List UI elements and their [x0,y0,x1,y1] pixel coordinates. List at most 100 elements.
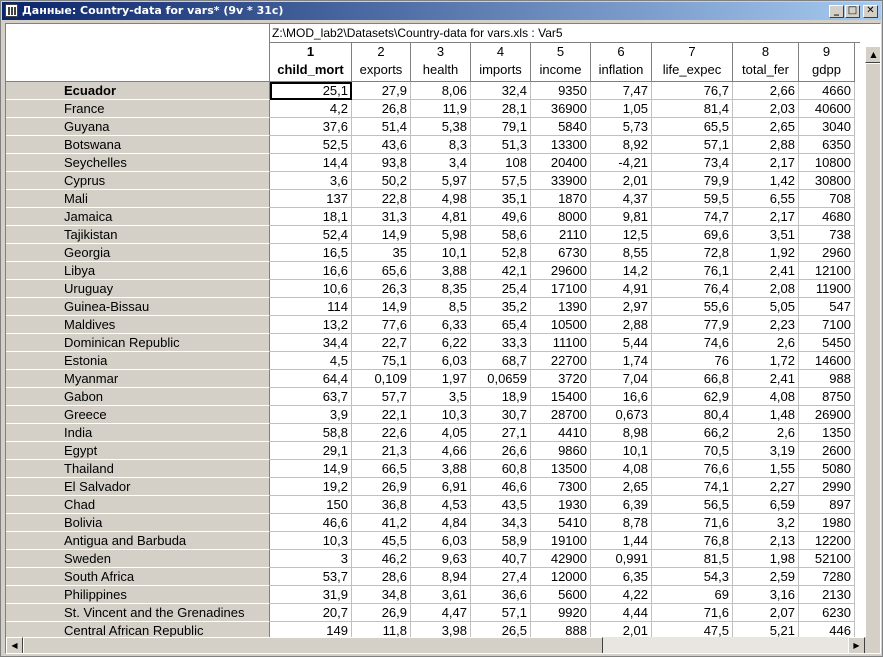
data-cell[interactable]: 2,17 [733,208,799,226]
data-cell[interactable]: 22,7 [352,334,411,352]
data-cell[interactable]: 73,4 [652,154,733,172]
data-cell[interactable]: 7300 [531,478,591,496]
row-header[interactable]: Guinea-Bissau [6,298,270,316]
data-cell[interactable]: 2960 [799,244,855,262]
data-cell[interactable]: 988 [799,370,855,388]
data-cell[interactable]: 4,37 [591,190,652,208]
row-header[interactable]: Libya [6,262,270,280]
data-cell[interactable]: 137 [270,190,352,208]
data-cell[interactable]: 81,4 [652,100,733,118]
data-cell[interactable]: 12100 [799,262,855,280]
data-cell[interactable]: 2600 [799,442,855,460]
data-cell[interactable]: 8,5 [411,298,471,316]
data-cell[interactable]: 5,97 [411,172,471,190]
data-cell[interactable]: 28,1 [471,100,531,118]
data-cell[interactable]: 12000 [531,568,591,586]
data-cell[interactable]: 37,6 [270,118,352,136]
data-cell[interactable]: 8750 [799,388,855,406]
data-cell[interactable]: 76 [652,352,733,370]
data-cell[interactable]: 6,33 [411,316,471,334]
data-cell[interactable]: 36,8 [352,496,411,514]
data-cell[interactable]: 76,7 [652,82,733,100]
data-cell[interactable]: 62,9 [652,388,733,406]
data-cell[interactable]: 52100 [799,550,855,568]
data-cell[interactable]: 19100 [531,532,591,550]
data-cell[interactable]: 2,66 [733,82,799,100]
data-cell[interactable]: 0,0659 [471,370,531,388]
data-cell[interactable]: 57,1 [471,604,531,622]
data-cell[interactable]: 76,4 [652,280,733,298]
data-cell[interactable]: 5600 [531,586,591,604]
data-cell[interactable]: 4,66 [411,442,471,460]
row-header[interactable]: Ecuador [6,82,270,100]
row-header[interactable]: Guyana [6,118,270,136]
data-cell[interactable]: 3040 [799,118,855,136]
data-cell[interactable]: 51,3 [471,136,531,154]
data-cell[interactable]: 6,91 [411,478,471,496]
row-header[interactable]: Egypt [6,442,270,460]
row-header[interactable]: Central African Republic [6,622,270,640]
data-cell[interactable]: 2,41 [733,262,799,280]
data-cell[interactable]: 79,1 [471,118,531,136]
data-cell[interactable]: 55,6 [652,298,733,316]
data-cell[interactable]: 57,5 [471,172,531,190]
row-header[interactable]: Uruguay [6,280,270,298]
title-bar[interactable]: Данные: Country-data for vars* (9v * 31c… [2,2,881,20]
data-cell[interactable]: 5,44 [591,334,652,352]
data-cell[interactable]: 12,5 [591,226,652,244]
maximize-button[interactable]: □ [845,5,860,18]
data-cell[interactable]: 16,6 [591,388,652,406]
data-cell[interactable]: 71,6 [652,604,733,622]
data-cell[interactable]: 56,5 [652,496,733,514]
column-header-health[interactable]: 3 health [411,43,471,82]
data-cell[interactable]: 66,2 [652,424,733,442]
data-cell[interactable]: 72,8 [652,244,733,262]
data-cell[interactable]: 1,72 [733,352,799,370]
data-cell[interactable]: 1,42 [733,172,799,190]
data-cell[interactable]: 45,5 [352,532,411,550]
data-cell[interactable]: 6,03 [411,532,471,550]
data-cell[interactable]: 5,98 [411,226,471,244]
data-cell[interactable]: 10800 [799,154,855,172]
data-cell[interactable]: 149 [270,622,352,640]
data-cell[interactable]: 9860 [531,442,591,460]
data-cell[interactable]: 738 [799,226,855,244]
data-cell[interactable]: 3,16 [733,586,799,604]
data-cell[interactable]: 8,35 [411,280,471,298]
row-header[interactable]: Botswana [6,136,270,154]
data-cell[interactable]: 10,3 [270,532,352,550]
data-cell[interactable]: 40600 [799,100,855,118]
data-cell[interactable]: 58,8 [270,424,352,442]
spreadsheet-grid[interactable]: Z:\MOD_lab2\Datasets\Country-data for va… [5,23,881,654]
data-cell[interactable]: 1390 [531,298,591,316]
data-cell[interactable]: 77,9 [652,316,733,334]
data-cell[interactable]: 70,5 [652,442,733,460]
data-cell[interactable]: 4,98 [411,190,471,208]
data-cell[interactable]: 1,44 [591,532,652,550]
row-header[interactable]: Mali [6,190,270,208]
data-cell[interactable]: 46,2 [352,550,411,568]
column-header-gdpp[interactable]: 9 gdpp [799,43,855,82]
data-cell[interactable]: 10,1 [411,244,471,262]
column-header-child-mort[interactable]: 1 child_mort [270,43,352,82]
data-cell[interactable]: 4,53 [411,496,471,514]
data-cell[interactable]: 34,4 [270,334,352,352]
data-cell[interactable]: 29,1 [270,442,352,460]
horizontal-scroll-thumb[interactable] [23,637,603,653]
data-cell[interactable]: 77,6 [352,316,411,334]
data-cell[interactable]: 8,94 [411,568,471,586]
close-button[interactable]: ✕ [863,5,878,18]
data-cell[interactable]: 7100 [799,316,855,334]
spreadsheet-icon[interactable] [5,4,18,17]
data-cell[interactable]: 43,6 [352,136,411,154]
data-cell[interactable]: 2,65 [733,118,799,136]
data-cell[interactable]: 66,8 [652,370,733,388]
data-cell[interactable]: 6730 [531,244,591,262]
column-header-imports[interactable]: 4 imports [471,43,531,82]
data-cell[interactable]: 1980 [799,514,855,532]
data-cell[interactable]: 36900 [531,100,591,118]
data-cell[interactable]: 74,6 [652,334,733,352]
data-cell[interactable]: 33900 [531,172,591,190]
data-cell[interactable]: 35,1 [471,190,531,208]
data-cell[interactable]: 8,98 [591,424,652,442]
